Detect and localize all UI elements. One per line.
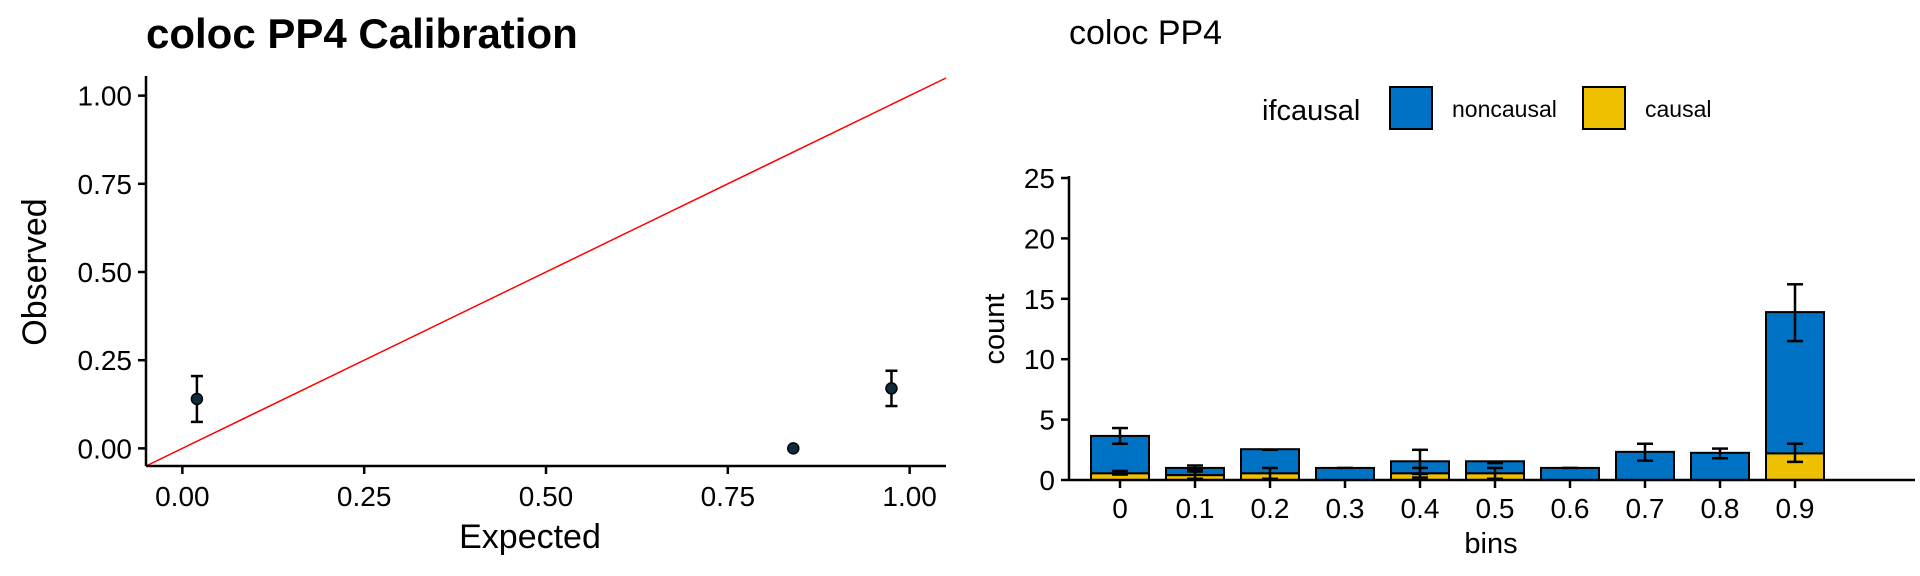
y-tick-label: 1.00 <box>78 81 133 112</box>
x-tick-label: 0.3 <box>1326 493 1365 524</box>
bar-noncausal <box>1540 466 1600 482</box>
histogram-x-axis-title: bins <box>1464 528 1517 560</box>
y-tick-label: 20 <box>1024 223 1055 254</box>
histogram-title: coloc PP4 <box>1069 14 1222 52</box>
y-tick-label: 0 <box>1039 465 1055 496</box>
y-tick-label: 5 <box>1039 405 1055 436</box>
x-tick-label: 0.5 <box>1476 493 1515 524</box>
y-tick-label: 0.50 <box>78 257 133 288</box>
x-tick-label: 1.00 <box>882 481 937 512</box>
x-tick-label: 0.00 <box>155 481 210 512</box>
calibration-x-axis-title: Expected <box>459 518 601 556</box>
x-tick-label: 0.50 <box>519 481 574 512</box>
reference-line <box>145 77 947 467</box>
legend-key-noncausal <box>1389 86 1433 130</box>
x-tick-label: 0.9 <box>1776 493 1815 524</box>
legend-title: ifcausal <box>1262 95 1360 127</box>
legend: ifcausal noncausal causal <box>1262 86 1711 130</box>
x-tick-label: 0.2 <box>1251 493 1290 524</box>
x-tick-label: 0.7 <box>1626 493 1665 524</box>
data-point <box>190 392 204 406</box>
calibration-y-axis-title: Observed <box>16 198 54 345</box>
y-tick-label: 0.25 <box>78 345 133 376</box>
x-tick-label: 0.8 <box>1701 493 1740 524</box>
data-point <box>885 382 898 395</box>
calibration-plot: coloc PP4 Calibration 0.00 0.25 0.50 0.75 1.… <box>16 10 947 556</box>
legend-label-noncausal: noncausal <box>1452 96 1557 122</box>
y-tick-label: 25 <box>1024 163 1055 194</box>
data-point <box>787 442 800 455</box>
x-tick-label: 0.1 <box>1176 493 1215 524</box>
bar-noncausal <box>1315 466 1375 482</box>
legend-key-causal <box>1582 86 1626 130</box>
y-tick-label: 0.75 <box>78 169 133 200</box>
x-tick-label: 0.75 <box>701 481 756 512</box>
y-tick-label: 15 <box>1024 284 1055 315</box>
x-tick-label: 0 <box>1112 493 1128 524</box>
legend-label-causal: causal <box>1645 96 1711 122</box>
histogram-y-axis-title: count <box>979 294 1011 365</box>
x-tick-label: 0.6 <box>1551 493 1590 524</box>
x-tick-label: 0.25 <box>337 481 392 512</box>
calibration-title: coloc PP4 Calibration <box>146 10 578 57</box>
histogram-plot: coloc PP4 ifcausal noncausal causal 0 0.1… <box>979 14 1915 560</box>
y-tick-label: 0.00 <box>78 433 133 464</box>
y-tick-label: 10 <box>1024 344 1055 375</box>
x-tick-label: 0.4 <box>1401 493 1440 524</box>
